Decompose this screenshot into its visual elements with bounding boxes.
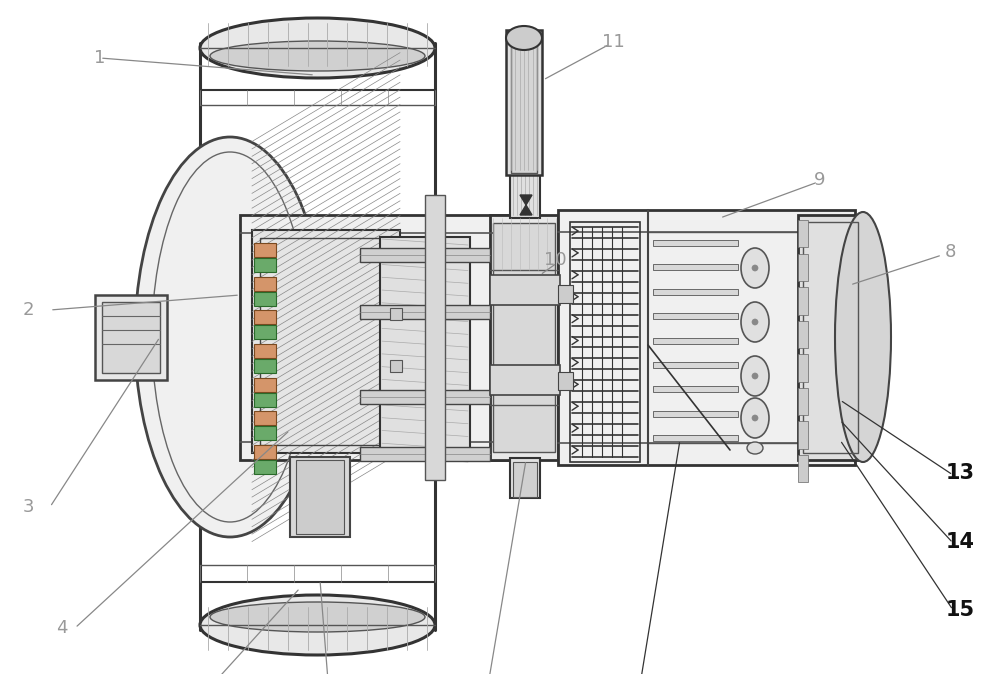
Ellipse shape: [752, 265, 758, 271]
Bar: [240, 215, 530, 460]
Ellipse shape: [210, 41, 425, 71]
Bar: [254, 292, 276, 306]
Ellipse shape: [200, 595, 435, 655]
Bar: [254, 359, 276, 373]
Bar: [558, 372, 573, 390]
Bar: [570, 222, 640, 462]
Bar: [254, 427, 276, 440]
Bar: [390, 360, 402, 372]
Bar: [798, 355, 808, 381]
Bar: [513, 462, 537, 497]
Bar: [254, 411, 276, 425]
Bar: [254, 393, 276, 406]
Ellipse shape: [200, 18, 435, 78]
Bar: [798, 321, 808, 348]
Ellipse shape: [747, 442, 763, 454]
Ellipse shape: [835, 212, 891, 462]
Bar: [390, 308, 402, 320]
Bar: [798, 287, 808, 315]
Text: 1: 1: [94, 49, 106, 67]
Bar: [254, 460, 276, 474]
Bar: [260, 238, 392, 445]
Text: 10: 10: [544, 251, 566, 269]
Ellipse shape: [752, 319, 758, 325]
Bar: [95, 295, 167, 380]
Bar: [653, 338, 738, 344]
Bar: [653, 313, 738, 319]
Ellipse shape: [506, 26, 542, 50]
Text: 13: 13: [946, 463, 974, 483]
Text: 8: 8: [944, 243, 956, 261]
Bar: [296, 460, 344, 534]
Bar: [558, 210, 855, 465]
Text: 11: 11: [602, 33, 624, 51]
Bar: [254, 276, 276, 290]
Bar: [653, 435, 738, 441]
Ellipse shape: [135, 137, 325, 537]
Text: 4: 4: [56, 619, 68, 637]
Text: 3: 3: [22, 498, 34, 516]
Bar: [510, 458, 540, 498]
Bar: [798, 421, 808, 449]
Bar: [653, 362, 738, 368]
Polygon shape: [520, 205, 532, 215]
Ellipse shape: [752, 415, 758, 421]
Bar: [360, 248, 490, 262]
Bar: [798, 388, 808, 415]
Bar: [252, 230, 400, 453]
Bar: [798, 253, 808, 281]
Bar: [493, 223, 555, 452]
Bar: [254, 344, 276, 358]
Bar: [425, 195, 445, 480]
Ellipse shape: [741, 398, 769, 438]
Bar: [490, 275, 560, 305]
Bar: [653, 240, 738, 246]
Bar: [490, 365, 560, 395]
Bar: [254, 326, 276, 339]
Bar: [360, 305, 490, 319]
Bar: [511, 33, 537, 173]
Bar: [798, 220, 808, 247]
Bar: [254, 243, 276, 257]
Bar: [506, 30, 542, 175]
Bar: [653, 264, 738, 270]
Bar: [254, 377, 276, 392]
Ellipse shape: [741, 302, 769, 342]
Bar: [490, 215, 558, 460]
Bar: [360, 447, 490, 461]
Ellipse shape: [741, 248, 769, 288]
Bar: [798, 215, 863, 460]
Ellipse shape: [210, 602, 425, 632]
Polygon shape: [520, 195, 532, 205]
Text: 14: 14: [946, 532, 974, 552]
Text: 2: 2: [22, 301, 34, 319]
Bar: [102, 302, 160, 373]
Bar: [803, 222, 858, 453]
Text: 9: 9: [814, 171, 826, 189]
Bar: [290, 457, 350, 537]
Bar: [653, 288, 738, 295]
Ellipse shape: [752, 373, 758, 379]
Bar: [254, 445, 276, 459]
Bar: [653, 386, 738, 392]
Bar: [380, 237, 470, 458]
Bar: [510, 170, 540, 218]
Bar: [254, 310, 276, 324]
Bar: [360, 390, 490, 404]
Ellipse shape: [741, 356, 769, 396]
Bar: [254, 258, 276, 272]
Bar: [252, 230, 400, 453]
Bar: [798, 455, 808, 483]
Bar: [653, 410, 738, 417]
Text: 15: 15: [945, 600, 975, 620]
Bar: [558, 285, 573, 303]
